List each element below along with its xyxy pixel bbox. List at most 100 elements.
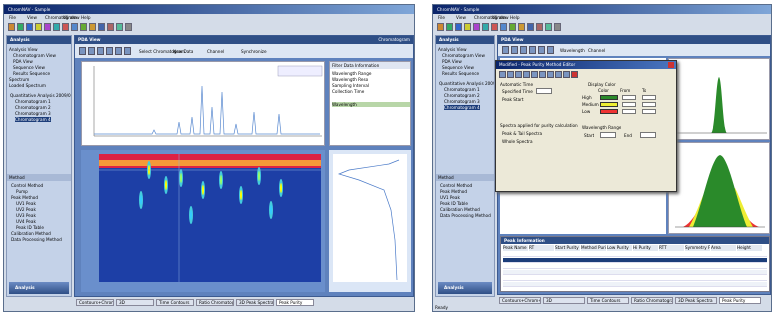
toolbar-icon[interactable] — [538, 46, 545, 54]
dialog-tool[interactable] — [547, 71, 554, 78]
dialog-tool[interactable] — [531, 71, 538, 78]
tree-item[interactable]: Chromatogram 2 — [444, 93, 480, 98]
view-tab[interactable]: Peak Purity — [719, 297, 761, 304]
color-swatch[interactable] — [600, 95, 618, 100]
method-item[interactable]: Calibration Method — [11, 231, 51, 236]
dialog-tool[interactable] — [523, 71, 530, 78]
view-tab[interactable]: Contours+Chrom+Spec — [76, 299, 114, 306]
toolbar-icon[interactable] — [71, 23, 78, 31]
dialog-tool[interactable] — [539, 71, 546, 78]
menu-item[interactable]: Help — [81, 15, 91, 21]
menu-item[interactable]: File — [9, 15, 16, 21]
toolbar-icon[interactable] — [35, 23, 42, 31]
close-button[interactable] — [668, 62, 674, 68]
dialog-tool[interactable] — [499, 71, 506, 78]
toolbar-icon[interactable] — [88, 47, 95, 55]
input[interactable] — [600, 132, 616, 138]
method-item[interactable]: Calibration Method — [440, 207, 480, 212]
toolbar-icon[interactable] — [89, 23, 96, 31]
input[interactable] — [536, 88, 552, 94]
toolbar-icon[interactable] — [554, 23, 561, 31]
color-swatch[interactable] — [600, 109, 618, 114]
toolbar-icon[interactable] — [446, 23, 453, 31]
toolbar-label[interactable]: Channel — [588, 48, 605, 53]
toolbar-icon[interactable] — [502, 46, 509, 54]
toolbar-icon[interactable] — [62, 23, 69, 31]
method-item[interactable]: Control Method — [440, 183, 472, 188]
toolbar-icon[interactable] — [26, 23, 33, 31]
dialog-tool[interactable] — [563, 71, 570, 78]
tree-item[interactable]: Quantitative Analysis 2009/08 — [10, 93, 72, 98]
view-tab[interactable]: 3D Peak Spectra — [675, 297, 717, 304]
view-item[interactable]: Chromatogram View — [442, 53, 485, 58]
color-swatch[interactable] — [600, 102, 618, 107]
toolbar-label[interactable]: Synchronize — [241, 49, 267, 54]
input[interactable] — [622, 109, 636, 114]
column-header[interactable]: Symmetry Factor — [685, 245, 710, 251]
toolbar-icon[interactable] — [125, 23, 132, 31]
dialog-tool[interactable] — [555, 71, 562, 78]
toolbar-icon[interactable] — [8, 23, 15, 31]
toolbar-label[interactable]: Channel — [207, 49, 224, 54]
tree-item[interactable]: Chromatogram 3 — [15, 111, 51, 116]
input[interactable] — [642, 109, 656, 114]
method-item[interactable]: Control Method — [11, 183, 43, 188]
input[interactable] — [640, 132, 656, 138]
tree-item[interactable]: Chromatogram 2 — [15, 105, 51, 110]
column-header[interactable]: Hi Purity — [633, 245, 658, 251]
menu-item[interactable]: View — [27, 15, 37, 21]
toolbar-icon[interactable] — [529, 46, 536, 54]
toolbar-icon[interactable] — [115, 47, 122, 55]
tree-item[interactable]: Chromatogram 4 — [444, 105, 480, 110]
toolbar-icon[interactable] — [500, 23, 507, 31]
view-item[interactable]: PDA View — [442, 59, 462, 64]
menu-item[interactable]: Window — [492, 15, 509, 21]
column-header[interactable]: Peak Name — [503, 245, 528, 251]
toolbar-icon[interactable] — [527, 23, 534, 31]
toolbar-icon[interactable] — [80, 23, 87, 31]
method-item[interactable]: Pump — [16, 189, 28, 194]
column-header[interactable]: Start Purity — [555, 245, 580, 251]
toolbar-icon[interactable] — [473, 23, 480, 31]
view-item[interactable]: Results Sequence — [442, 71, 479, 76]
input[interactable] — [642, 95, 656, 100]
toolbar-icon[interactable] — [520, 46, 527, 54]
dialog-tool[interactable] — [507, 71, 514, 78]
input[interactable] — [622, 102, 636, 107]
view-tab[interactable]: Ratio Chromatogram — [196, 299, 234, 306]
column-header[interactable]: Low Purity — [607, 245, 632, 251]
toolbar-icon[interactable] — [518, 23, 525, 31]
method-item[interactable]: Peak ID Table — [440, 201, 468, 206]
toolbar-icon[interactable] — [106, 47, 113, 55]
toolbar-icon[interactable] — [545, 23, 552, 31]
method-item[interactable]: Data Processing Method — [11, 237, 62, 242]
toolbar-icon[interactable] — [491, 23, 498, 31]
tree-item[interactable]: Chromatogram 4 — [15, 117, 51, 122]
toolbar-icon[interactable] — [44, 23, 51, 31]
menu-item[interactable]: Window — [63, 15, 80, 21]
view-tab[interactable]: 3D — [116, 299, 154, 306]
toolbar-icon[interactable] — [536, 23, 543, 31]
toolbar-icon[interactable] — [116, 23, 123, 31]
toolbar-icon[interactable] — [455, 23, 462, 31]
view-item[interactable]: PDA View — [13, 59, 33, 64]
tree-item[interactable]: Quantitative Analysis 2009/08 — [439, 81, 495, 86]
view-item[interactable]: Sequence View — [442, 65, 474, 70]
menu-item[interactable]: View — [456, 15, 466, 21]
column-header[interactable]: RTT — [659, 245, 684, 251]
method-item[interactable]: Peak ID Table — [16, 225, 44, 230]
menu-item[interactable]: File — [438, 15, 445, 21]
view-item[interactable]: Results Sequence — [13, 71, 50, 76]
toolbar-label[interactable]: Wavelength — [560, 48, 585, 53]
dialog-tool[interactable] — [515, 71, 522, 78]
method-item[interactable]: UV1 Peak — [16, 201, 36, 206]
view-tab[interactable]: 3D Peak Spectra — [236, 299, 274, 306]
method-item[interactable]: UV2 Peak — [16, 207, 36, 212]
toolbar-icon[interactable] — [124, 47, 131, 55]
toolbar-icon[interactable] — [107, 23, 114, 31]
view-item[interactable]: Sequence View — [13, 65, 45, 70]
column-header[interactable]: Height — [737, 245, 762, 251]
method-item[interactable]: Peak Method — [11, 195, 38, 200]
toolbar-icon[interactable] — [511, 46, 518, 54]
radio[interactable]: Whole Spectra — [502, 139, 533, 144]
